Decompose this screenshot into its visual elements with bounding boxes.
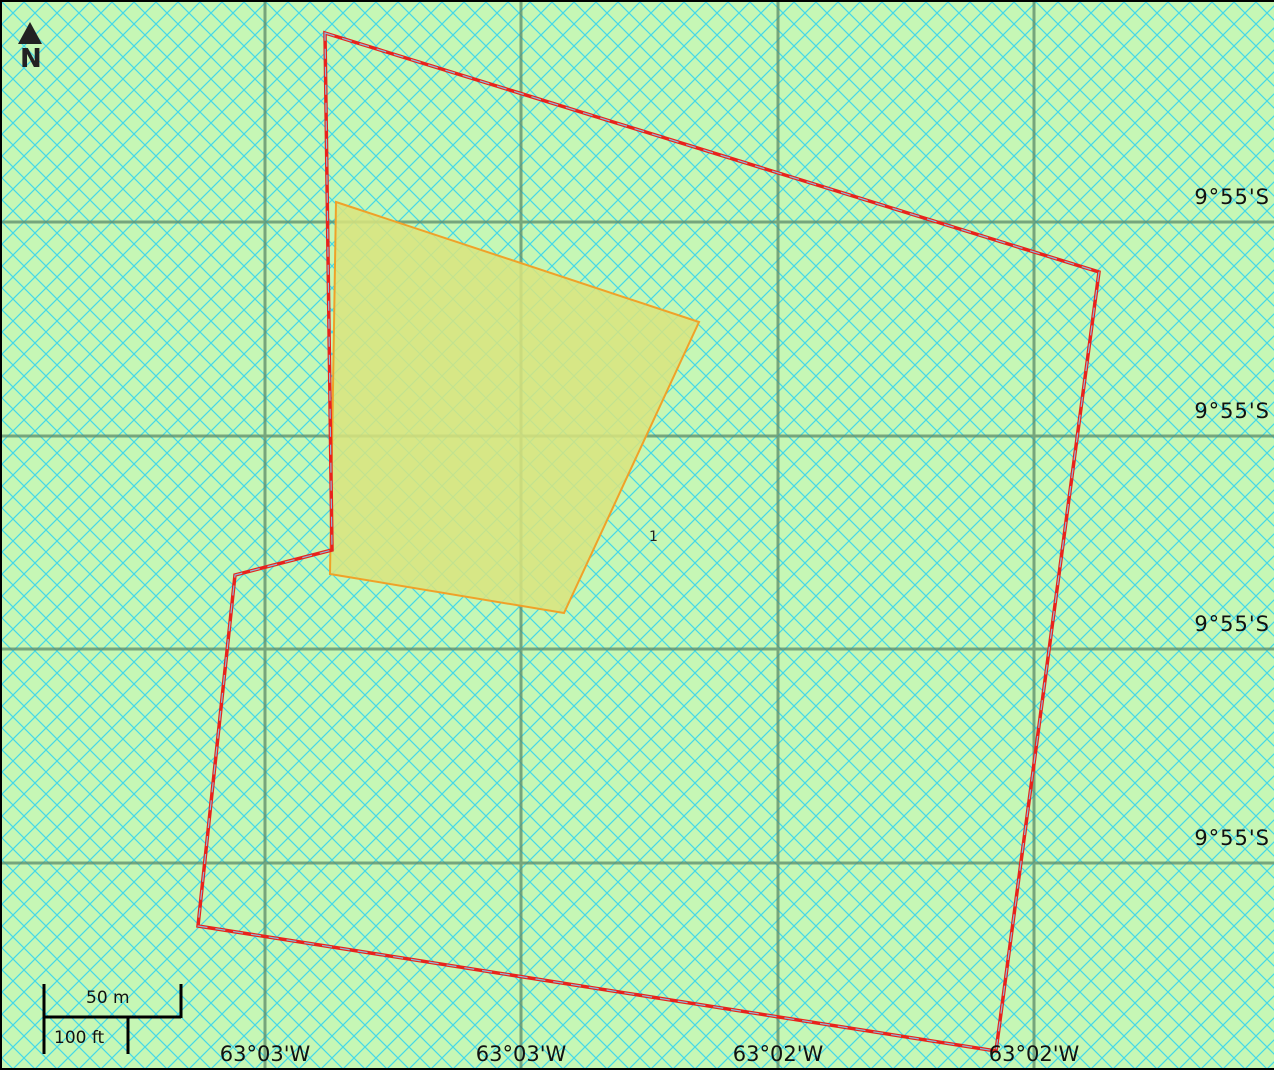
longitude-label: 63°03'W [475,1042,567,1066]
parcel-number-label: 1 [649,529,658,545]
latitude-label: 9°55'S [1194,826,1270,850]
parcel-boundary [196,30,1101,1054]
longitude-label: 63°03'W [219,1042,311,1066]
scale-bar-graphic [42,984,183,1054]
parcel-boundary-dash [197,32,1100,1052]
latitude-label: 9°55'S [1194,185,1270,209]
longitude-label: 63°02'W [988,1042,1080,1066]
north-arrow-icon [18,22,42,44]
latitude-label: 9°55'S [1194,399,1270,423]
longitude-label: 63°02'W [732,1042,824,1066]
scale-metric-label: 50 m [86,988,130,1008]
scale-bar: 50 m 100 ft [38,980,188,1058]
latitude-label: 9°55'S [1194,612,1270,636]
north-letter: N [20,44,42,74]
north-arrow: N [16,20,50,74]
scale-imperial-label: 100 ft [54,1028,105,1048]
